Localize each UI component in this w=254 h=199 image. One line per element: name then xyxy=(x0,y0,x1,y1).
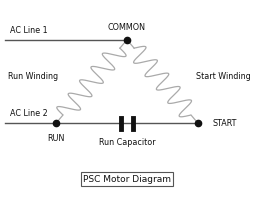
Text: AC Line 2: AC Line 2 xyxy=(10,109,48,118)
Text: AC Line 1: AC Line 1 xyxy=(10,26,48,35)
Text: START: START xyxy=(212,119,236,128)
Text: Run Capacitor: Run Capacitor xyxy=(99,138,155,147)
Text: Run Winding: Run Winding xyxy=(8,72,58,81)
Text: PSC Motor Diagram: PSC Motor Diagram xyxy=(83,175,171,184)
Text: COMMON: COMMON xyxy=(108,23,146,32)
Text: RUN: RUN xyxy=(47,134,65,143)
Text: Start Winding: Start Winding xyxy=(196,72,250,81)
